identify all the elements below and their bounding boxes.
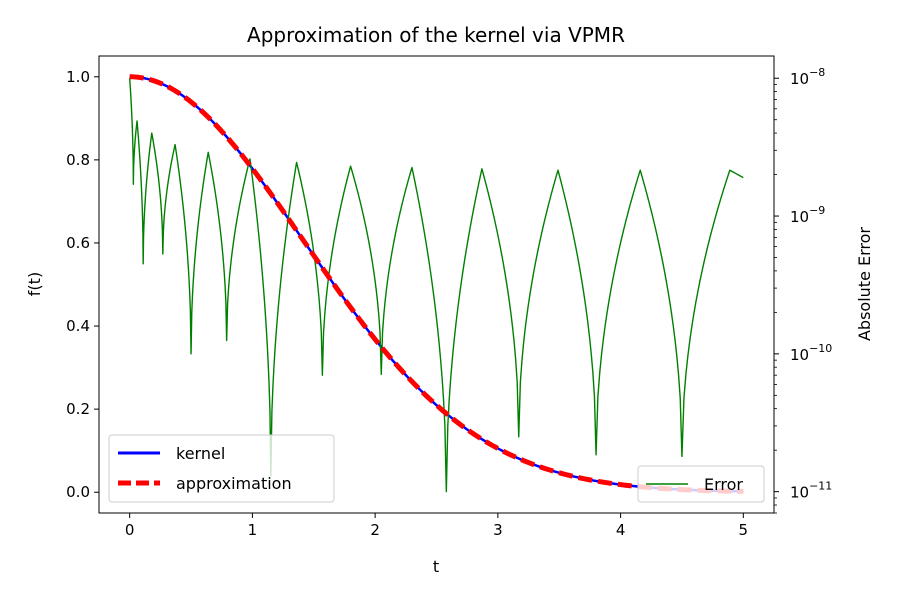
x-tick-label: 4 <box>616 521 626 539</box>
y-tick-label: 0.2 <box>66 400 90 418</box>
plot-frame <box>98 55 775 514</box>
y2-tick-label: 10−11 <box>790 480 832 502</box>
series-error <box>128 78 744 493</box>
x-tick-label: 3 <box>493 521 503 539</box>
y-tick-label: 0.0 <box>66 483 90 501</box>
y2-tick-label: 10−8 <box>790 66 825 88</box>
legend-right: Error <box>637 465 765 503</box>
y-tick-label: 0.6 <box>66 234 90 252</box>
series-layer <box>128 74 744 494</box>
y-tick-label: 1.0 <box>66 68 90 86</box>
legend-left-frame <box>108 434 335 503</box>
legend-approximation-label: approximation <box>176 474 292 493</box>
legend-right-frame <box>637 465 765 503</box>
y-axis-label: f(t) <box>25 272 44 296</box>
x-tick-label: 2 <box>370 521 380 539</box>
x-tick-label: 0 <box>125 521 135 539</box>
axis-layer: 0 1 2 3 4 5 0.0 0.2 0.4 0.6 0.8 1.0 10−11 10−10 10−9 10… <box>66 66 832 539</box>
y2-tick-label: 10−9 <box>790 204 825 226</box>
series-kernel <box>129 75 744 493</box>
x-tick-label: 1 <box>248 521 258 539</box>
x-tick-label: 5 <box>739 521 749 539</box>
x-axis-label: t <box>433 557 439 576</box>
y-tick-label: 0.8 <box>66 151 90 169</box>
legend-kernel-label: kernel <box>176 444 225 463</box>
chart-title: Approximation of the kernel via VPMR <box>247 23 625 47</box>
y-tick-label: 0.4 <box>66 317 90 335</box>
y2-tick-label: 10−10 <box>790 342 832 364</box>
series-approximation <box>129 74 744 494</box>
y2-axis-label: Absolute Error <box>855 227 874 341</box>
legend-error-label: Error <box>704 475 743 494</box>
legend-left: kernel approximation <box>108 434 335 503</box>
